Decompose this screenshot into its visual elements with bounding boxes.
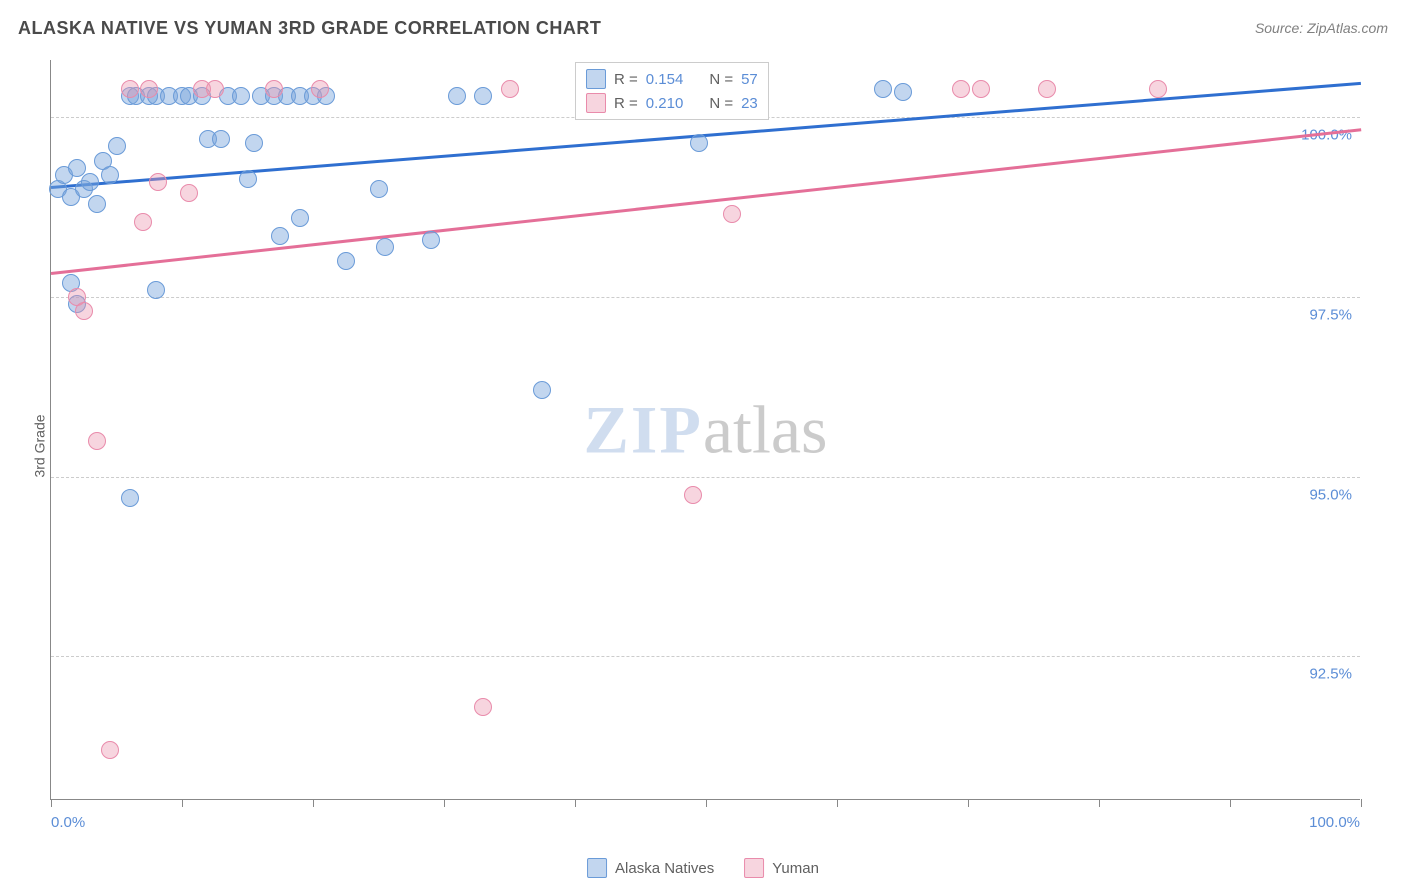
- stats-legend-row: R = 0.210 N = 23: [586, 91, 758, 115]
- watermark-zip: ZIP: [584, 391, 703, 467]
- data-point: [448, 87, 466, 105]
- data-point: [723, 205, 741, 223]
- chart-header: ALASKA NATIVE VS YUMAN 3RD GRADE CORRELA…: [18, 18, 1388, 39]
- data-point: [81, 173, 99, 191]
- data-point: [88, 432, 106, 450]
- chart-title: ALASKA NATIVE VS YUMAN 3RD GRADE CORRELA…: [18, 18, 601, 38]
- x-tick: [444, 799, 445, 807]
- legend-swatch: [586, 93, 606, 113]
- r-label: R =: [614, 95, 638, 112]
- n-label: N =: [709, 71, 733, 88]
- x-tick: [1230, 799, 1231, 807]
- data-point: [1038, 80, 1056, 98]
- series-legend: Alaska Natives Yuman: [587, 856, 819, 880]
- data-point: [501, 80, 519, 98]
- data-point: [271, 227, 289, 245]
- legend-label: Yuman: [772, 860, 819, 877]
- chart-area: ZIPatlas 92.5%95.0%97.5%100.0%0.0%100.0%…: [50, 60, 1360, 800]
- data-point: [972, 80, 990, 98]
- x-tick-label: 100.0%: [1309, 814, 1360, 831]
- x-tick: [968, 799, 969, 807]
- data-point: [1149, 80, 1167, 98]
- gridline: [51, 297, 1360, 298]
- data-point: [147, 281, 165, 299]
- x-tick: [182, 799, 183, 807]
- x-tick: [1099, 799, 1100, 807]
- n-label: N =: [709, 95, 733, 112]
- data-point: [265, 80, 283, 98]
- data-point: [75, 302, 93, 320]
- data-point: [370, 180, 388, 198]
- data-point: [690, 134, 708, 152]
- source-attribution: Source: ZipAtlas.com: [1255, 20, 1388, 36]
- data-point: [291, 209, 309, 227]
- data-point: [422, 231, 440, 249]
- data-point: [212, 130, 230, 148]
- data-point: [108, 137, 126, 155]
- y-tick-label: 97.5%: [1309, 307, 1352, 324]
- gridline: [51, 656, 1360, 657]
- data-point: [206, 80, 224, 98]
- watermark-atlas: atlas: [703, 391, 828, 467]
- data-point: [121, 80, 139, 98]
- x-tick: [51, 799, 52, 807]
- data-point: [376, 238, 394, 256]
- legend-swatch: [587, 858, 607, 878]
- data-point: [952, 80, 970, 98]
- y-axis-label: 3rd Grade: [32, 414, 48, 477]
- plot-region: ZIPatlas 92.5%95.0%97.5%100.0%0.0%100.0%…: [50, 60, 1360, 800]
- stats-legend-row: R = 0.154 N = 57: [586, 67, 758, 91]
- data-point: [101, 166, 119, 184]
- x-tick: [575, 799, 576, 807]
- watermark: ZIPatlas: [584, 390, 828, 469]
- data-point: [134, 213, 152, 231]
- data-point: [684, 486, 702, 504]
- trend-line: [51, 128, 1361, 274]
- legend-swatch: [744, 858, 764, 878]
- data-point: [149, 173, 167, 191]
- data-point: [894, 83, 912, 101]
- data-point: [311, 80, 329, 98]
- legend-swatch: [586, 69, 606, 89]
- n-value: 23: [741, 95, 758, 112]
- data-point: [533, 381, 551, 399]
- data-point: [180, 184, 198, 202]
- data-point: [140, 80, 158, 98]
- data-point: [121, 489, 139, 507]
- x-tick: [313, 799, 314, 807]
- legend-item: Yuman: [744, 856, 819, 880]
- data-point: [245, 134, 263, 152]
- y-tick-label: 92.5%: [1309, 666, 1352, 683]
- x-tick: [1361, 799, 1362, 807]
- legend-item: Alaska Natives: [587, 856, 714, 880]
- stats-legend: R = 0.154 N = 57 R = 0.210 N = 23: [575, 62, 769, 120]
- data-point: [337, 252, 355, 270]
- data-point: [101, 741, 119, 759]
- x-tick-label: 0.0%: [51, 814, 85, 831]
- legend-label: Alaska Natives: [615, 860, 714, 877]
- data-point: [232, 87, 250, 105]
- data-point: [474, 698, 492, 716]
- gridline: [51, 477, 1360, 478]
- y-tick-label: 95.0%: [1309, 486, 1352, 503]
- data-point: [239, 170, 257, 188]
- data-point: [474, 87, 492, 105]
- r-label: R =: [614, 71, 638, 88]
- data-point: [68, 159, 86, 177]
- data-point: [874, 80, 892, 98]
- r-value: 0.210: [646, 95, 684, 112]
- n-value: 57: [741, 71, 758, 88]
- data-point: [88, 195, 106, 213]
- x-tick: [706, 799, 707, 807]
- r-value: 0.154: [646, 71, 684, 88]
- x-tick: [837, 799, 838, 807]
